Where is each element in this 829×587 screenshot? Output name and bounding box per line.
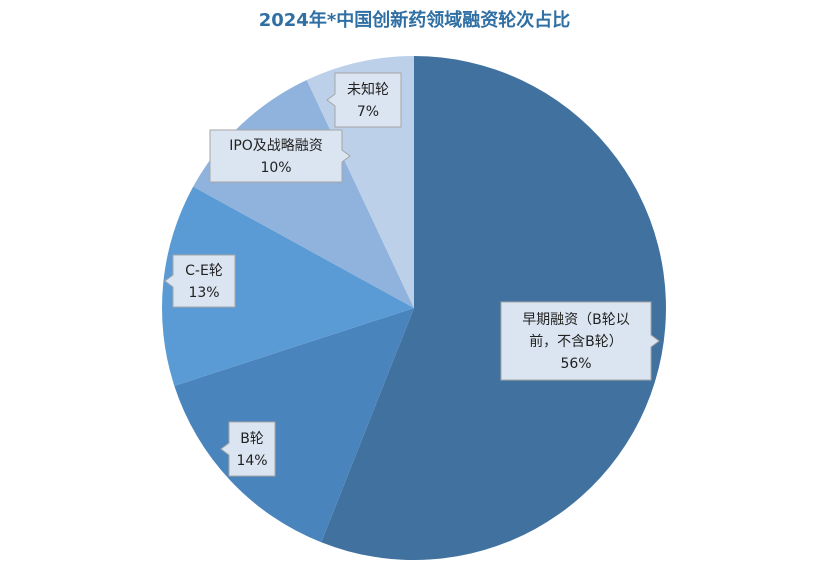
data-label: B轮 14% <box>220 421 276 477</box>
pie-slice <box>321 56 666 560</box>
data-label-category: C-E轮 <box>185 263 223 279</box>
data-label-box <box>500 301 660 381</box>
data-label-box <box>220 421 276 477</box>
data-label-category: IPO及战略融资 <box>229 138 323 154</box>
data-label-value: 13% <box>188 285 219 301</box>
data-label-box <box>164 254 236 308</box>
data-label-value: 7% <box>357 104 379 120</box>
data-label-category: 前，不含B轮） <box>529 333 623 350</box>
data-label-value: 14% <box>236 453 267 469</box>
data-label-box <box>209 129 351 183</box>
pie-slice <box>162 186 414 386</box>
data-label: 未知轮 7% <box>326 72 402 128</box>
data-label-value: 10% <box>260 160 291 176</box>
chart-title: 2024年*中国创新药领域融资轮次占比 <box>258 10 571 31</box>
data-label: IPO及战略融资 10% <box>209 129 351 183</box>
pie-slice <box>174 308 414 543</box>
pie-slices <box>162 56 666 560</box>
data-label-category: B轮 <box>240 431 264 447</box>
data-label-value: 56% <box>560 356 591 372</box>
data-label-box <box>326 72 402 128</box>
data-label: C-E轮 13% <box>164 254 236 308</box>
data-label-category: 早期融资（B轮以 <box>522 312 630 328</box>
data-label-category: 未知轮 <box>347 81 389 98</box>
